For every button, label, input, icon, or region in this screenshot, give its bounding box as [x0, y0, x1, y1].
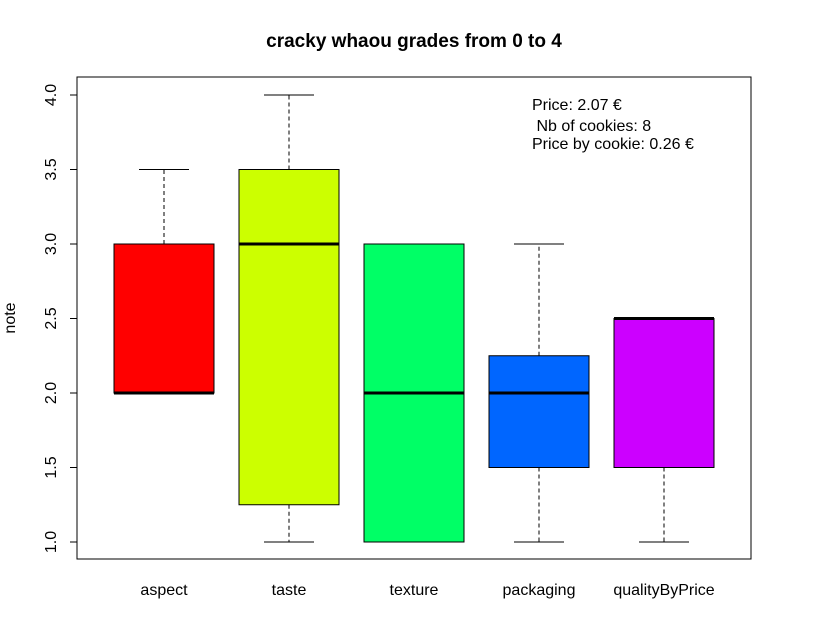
- annotation-line: Nb of cookies: 8: [532, 118, 651, 135]
- y-tick-label: 1.5: [43, 456, 60, 478]
- box-iqr: [488, 355, 590, 468]
- y-tick-label: 3.5: [43, 158, 60, 180]
- x-tick-label: taste: [272, 582, 307, 599]
- box-iqr: [238, 169, 340, 506]
- box-aspect: [113, 169, 215, 395]
- chart-title: cracky whaou grades from 0 to 4: [266, 31, 562, 52]
- box-texture: [363, 243, 465, 543]
- y-tick-label: 2.0: [43, 382, 60, 404]
- box-qualityByPrice: [613, 317, 715, 543]
- x-axis-labels: aspect taste texture packaging qualityByPric…: [140, 582, 714, 599]
- box-packaging: [488, 243, 590, 543]
- x-tick-label: packaging: [503, 582, 576, 599]
- x-tick-label: aspect: [140, 582, 188, 599]
- box-iqr: [613, 318, 715, 468]
- annotation-line: Price by cookie: 0.26 €: [532, 136, 694, 153]
- x-tick-label: texture: [390, 582, 439, 599]
- x-tick-label: qualityByPrice: [613, 582, 714, 599]
- annotation-line: Price: 2.07 €: [532, 97, 622, 114]
- y-axis: 1.0 1.5 2.0 2.5 3.0 3.5 4.0: [43, 84, 78, 553]
- box-taste: [238, 94, 340, 543]
- y-tick-label: 4.0: [43, 84, 60, 106]
- boxes-group: [113, 94, 715, 543]
- y-axis-label: note: [2, 302, 19, 333]
- y-tick-label: 1.0: [43, 531, 60, 553]
- box-iqr: [113, 243, 215, 394]
- y-tick-label: 3.0: [43, 233, 60, 255]
- y-tick-label: 2.5: [43, 307, 60, 329]
